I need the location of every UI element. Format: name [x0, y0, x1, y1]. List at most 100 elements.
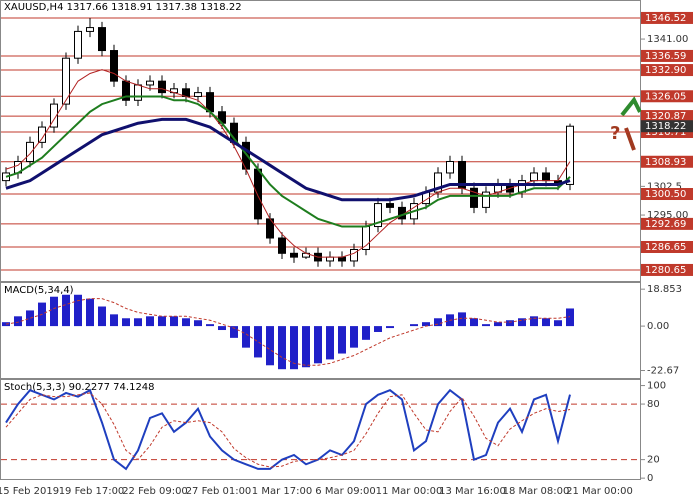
level-label: 1300.50	[645, 189, 686, 200]
line	[5, 392, 571, 468]
y-tick-label: 20	[647, 455, 660, 466]
candle-body	[446, 160, 454, 174]
level-box	[641, 188, 693, 201]
y-tick-label: 0	[647, 473, 653, 484]
level-box	[641, 64, 693, 77]
y-tick-label: 1302.5	[647, 181, 682, 192]
macd-bar	[134, 318, 142, 327]
x-tick-label: 18 Mar 08:00	[503, 486, 570, 497]
x-tick-label: 21 Mar 00:00	[566, 486, 633, 497]
candle-body	[146, 80, 154, 86]
candle-body	[62, 57, 70, 105]
candle-body	[290, 252, 298, 258]
macd-bar	[230, 326, 238, 338]
y-tick-label: 1295.00	[647, 210, 688, 221]
macd-bar	[314, 326, 322, 364]
current-price: 1318.22	[645, 121, 686, 132]
level-label: 1346.52	[645, 13, 686, 24]
x-tick-label: 1 Mar 17:00	[252, 486, 312, 497]
macd-bar	[62, 294, 70, 327]
level-box	[641, 240, 693, 253]
macd-bar	[206, 324, 214, 327]
macd-bar	[170, 316, 178, 327]
candle-body	[542, 172, 550, 182]
main-panel	[0, 0, 641, 282]
macd-bar	[158, 316, 166, 327]
macd-bar	[242, 326, 250, 348]
macd-bar	[458, 312, 466, 327]
candle-body	[26, 141, 34, 162]
macd-bar	[386, 326, 394, 329]
macd-bar	[278, 326, 286, 370]
macd-bar	[74, 294, 82, 327]
candle-body	[158, 80, 166, 94]
macd-bar	[2, 322, 10, 327]
macd-title: MACD(5,34,4)	[4, 285, 74, 296]
candle-body	[98, 27, 106, 52]
level-label: 1336.59	[645, 51, 686, 62]
candle-body	[50, 103, 58, 128]
level-box	[641, 155, 693, 168]
x-tick-label: 6 Mar 09:00	[315, 486, 375, 497]
candle-body	[482, 191, 490, 208]
macd-bar	[530, 316, 538, 327]
macd-bar	[218, 326, 226, 331]
stoch-panel	[0, 379, 641, 480]
macd-bar	[410, 324, 418, 327]
macd-bar	[482, 324, 490, 327]
macd-bar	[302, 326, 310, 368]
level-box	[641, 49, 693, 62]
x-tick-label: 22 Feb 09:00	[122, 486, 188, 497]
macd-bar	[98, 306, 106, 327]
candle-body	[470, 187, 478, 208]
y-tick-label: 0.00	[647, 321, 669, 332]
macd-bar	[86, 298, 94, 327]
macd-bar	[494, 322, 502, 327]
level-label: 1332.90	[645, 65, 686, 76]
line	[5, 117, 571, 202]
level-label: 1308.93	[645, 157, 686, 168]
macd-bar	[338, 326, 346, 354]
x-tick-label: 27 Feb 01:00	[186, 486, 252, 497]
candle-body	[566, 125, 574, 185]
macd-bar	[554, 320, 562, 327]
macd-bar	[326, 326, 334, 360]
annotation: ?	[610, 123, 620, 144]
level-label: 1286.65	[645, 242, 686, 253]
candle-body	[350, 248, 358, 262]
macd-bar	[146, 316, 154, 327]
stoch-title: Stoch(5,3,3) 90.2277 74.1248	[4, 382, 155, 393]
candle-body	[110, 50, 118, 82]
candle-body	[254, 168, 262, 220]
macd-bar	[50, 296, 58, 327]
candle-body	[86, 27, 94, 32]
price-box	[641, 120, 693, 133]
macd-bar	[290, 326, 298, 370]
macd-bar	[470, 318, 478, 327]
level-label: 1320.87	[645, 111, 686, 122]
line	[5, 95, 571, 228]
level-box	[641, 263, 693, 276]
level-box	[641, 217, 693, 230]
x-tick-label: 19 Feb 17:00	[59, 486, 125, 497]
macd-bar	[194, 320, 202, 327]
macd-bar	[122, 318, 130, 327]
y-tick-label: 100	[647, 381, 666, 392]
level-label: 1316.71	[645, 127, 686, 138]
x-tick-label: 13 Mar 16:00	[439, 486, 506, 497]
chart-title: XAUUSD,H4 1317.66 1318.91 1317.38 1318.2…	[4, 2, 242, 13]
macd-bar	[542, 318, 550, 327]
x-tick-label: 11 Mar 00:00	[376, 486, 443, 497]
macd-bar	[14, 316, 22, 327]
line	[5, 298, 571, 366]
macd-bar	[266, 326, 274, 366]
candle-body	[374, 203, 382, 228]
level-box	[641, 11, 693, 24]
y-tick-label: 80	[647, 399, 660, 410]
macd-bar	[26, 310, 34, 327]
level-box	[641, 90, 693, 103]
candle-body	[530, 172, 538, 182]
candle-body	[386, 203, 394, 208]
macd-bar	[254, 326, 262, 358]
